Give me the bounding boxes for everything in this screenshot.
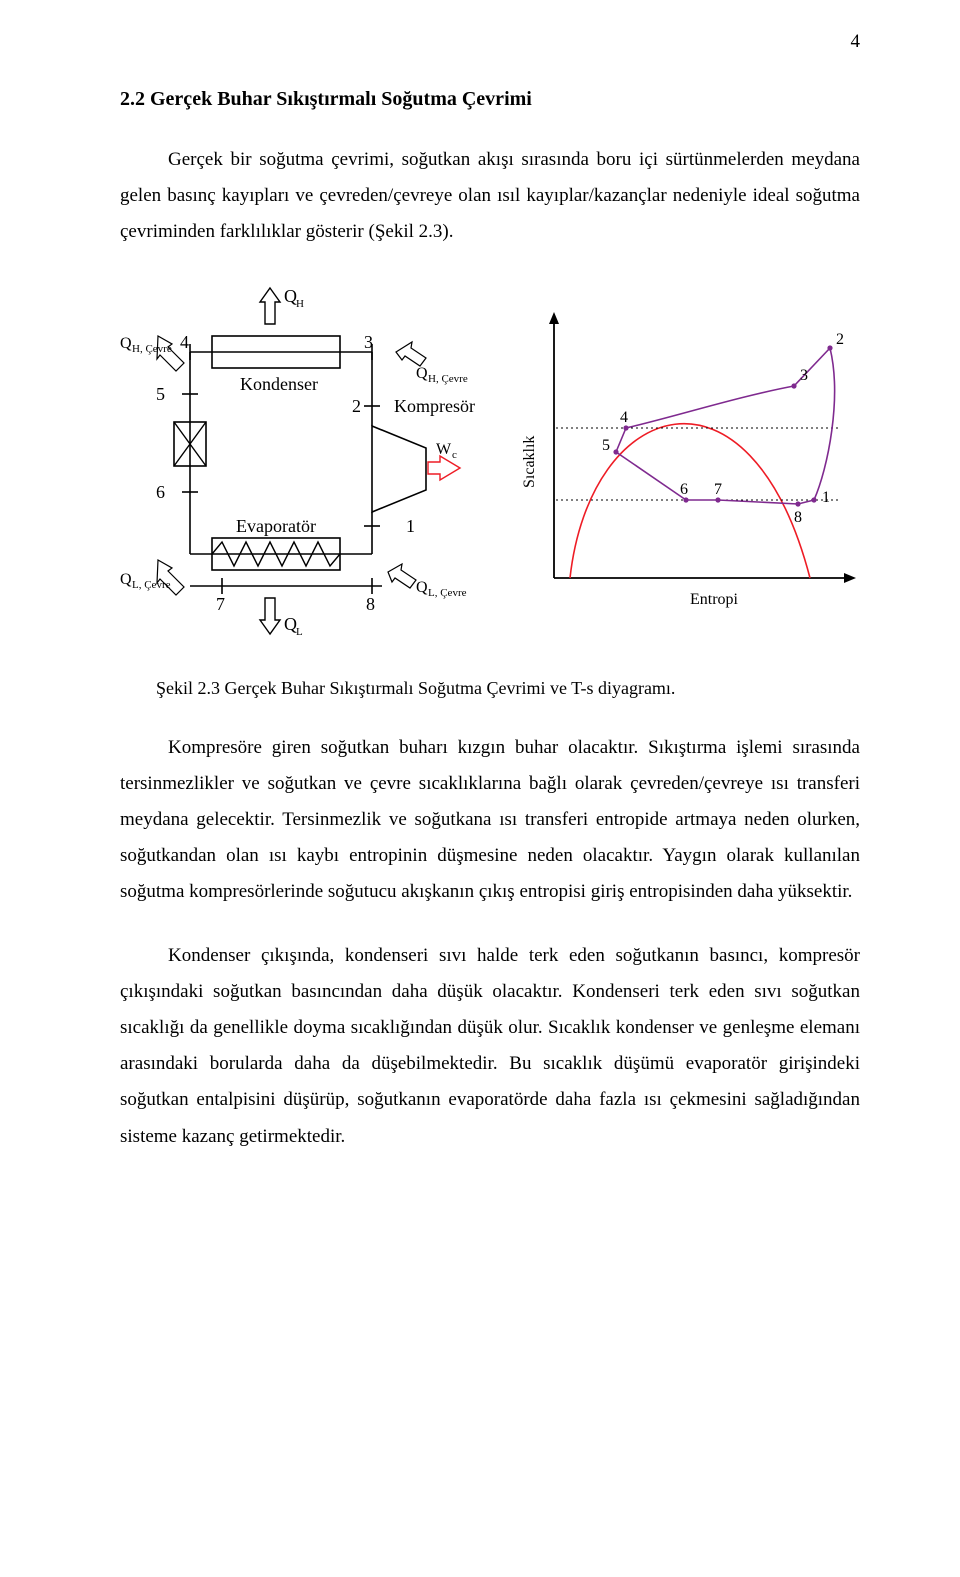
ts-pt-3: 3 bbox=[800, 367, 808, 384]
ts-xlabel: Entropi bbox=[690, 591, 739, 608]
svg-text:c: c bbox=[452, 449, 457, 461]
ts-pt-2: 2 bbox=[836, 331, 844, 348]
ts-diagram: Sıcaklık Entropi bbox=[521, 312, 856, 608]
schematic-pt-6: 6 bbox=[156, 482, 165, 502]
schematic-pt-3: 3 bbox=[364, 332, 373, 352]
page-number: 4 bbox=[851, 24, 861, 60]
section-heading: 2.2 Gerçek Buhar Sıkıştırmalı Soğutma Çe… bbox=[120, 80, 860, 118]
ts-pt-8: 8 bbox=[794, 509, 802, 526]
svg-text:Q: Q bbox=[120, 571, 132, 588]
schematic-pt-7: 7 bbox=[216, 594, 225, 614]
svg-text:L: L bbox=[296, 626, 303, 638]
paragraph-3: Kondenser çıkışında, kondenseri sıvı hal… bbox=[120, 938, 860, 1155]
svg-text:L, Çevre: L, Çevre bbox=[132, 579, 171, 591]
svg-text:W: W bbox=[436, 441, 452, 458]
svg-text:L, Çevre: L, Çevre bbox=[428, 587, 467, 599]
schematic-pt-8: 8 bbox=[366, 594, 375, 614]
svg-text:Q: Q bbox=[416, 365, 428, 382]
paragraph-2: Kompresöre giren soğutkan buharı kızgın … bbox=[120, 730, 860, 910]
svg-text:Q: Q bbox=[120, 335, 132, 352]
kompresor-label: Kompresör bbox=[394, 396, 475, 416]
svg-text:Q: Q bbox=[416, 579, 428, 596]
ql-cevre-right bbox=[388, 564, 416, 588]
schematic-pt-4: 4 bbox=[180, 332, 189, 352]
schematic: QH 4 3 QH, Çevre Kondenser 2 QH, Çevre K… bbox=[120, 286, 475, 638]
schematic-pt-5: 5 bbox=[156, 384, 165, 404]
paragraph-1: Gerçek bir soğutma çevrimi, soğutkan akı… bbox=[120, 142, 860, 250]
schematic-pt-1: 1 bbox=[406, 516, 415, 536]
svg-text:H: H bbox=[296, 298, 304, 310]
svg-text:H, Çevre: H, Çevre bbox=[132, 343, 172, 355]
ts-pt-1: 1 bbox=[822, 489, 830, 506]
schematic-pt-2: 2 bbox=[352, 396, 361, 416]
ql-arrow bbox=[260, 598, 280, 634]
ts-pt-7: 7 bbox=[714, 481, 722, 498]
ts-pt-6: 6 bbox=[680, 481, 688, 498]
svg-text:H, Çevre: H, Çevre bbox=[428, 373, 468, 385]
figure-caption: Şekil 2.3 Gerçek Buhar Sıkıştırmalı Soğu… bbox=[156, 671, 860, 705]
ts-pt-5: 5 bbox=[602, 437, 610, 454]
evaporator-label: Evaporatör bbox=[236, 516, 316, 536]
qh-arrow: QH bbox=[260, 286, 304, 324]
figure-2-3: QH 4 3 QH, Çevre Kondenser 2 QH, Çevre K… bbox=[120, 278, 860, 651]
ts-pt-4: 4 bbox=[620, 409, 628, 426]
ts-ylabel: Sıcaklık bbox=[521, 436, 538, 488]
figure-svg: QH 4 3 QH, Çevre Kondenser 2 QH, Çevre K… bbox=[120, 278, 860, 638]
qh-cevre-right bbox=[396, 342, 426, 366]
kondenser-label: Kondenser bbox=[240, 374, 318, 394]
